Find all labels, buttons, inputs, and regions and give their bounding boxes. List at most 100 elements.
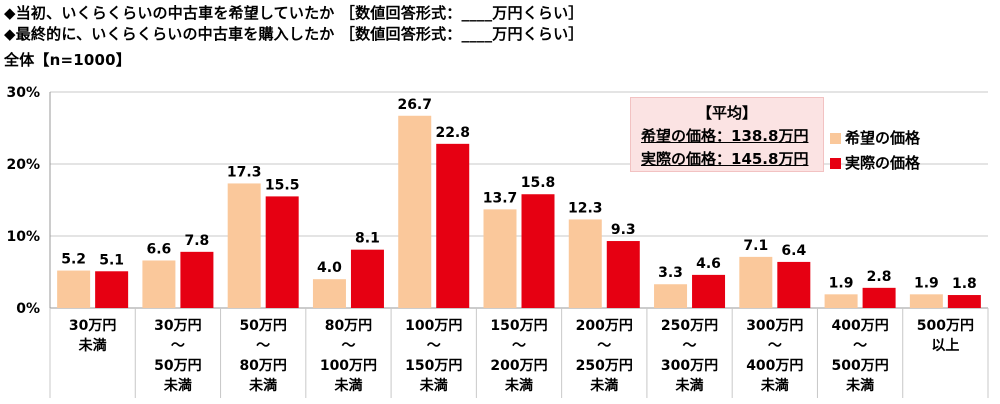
bar-actual — [521, 194, 555, 308]
x-category-label: 80万円 — [325, 318, 372, 334]
data-label-actual: 9.3 — [611, 222, 636, 238]
x-category-label: 500万円 — [831, 358, 888, 374]
x-category-label: 500万円 — [917, 318, 974, 334]
x-category-label: 未満 — [846, 377, 874, 394]
x-category-label: 30万円 — [69, 318, 116, 334]
y-tick-label: 10% — [6, 229, 40, 245]
x-category-label: 200万円 — [490, 358, 547, 374]
bar-actual — [265, 196, 299, 308]
x-category-label: 未満 — [79, 337, 107, 354]
x-category-label: 150万円 — [405, 358, 462, 374]
data-label-actual: 1.8 — [952, 276, 977, 292]
x-category-label: 150万円 — [490, 318, 547, 334]
x-category-label: 100万円 — [405, 318, 462, 334]
data-label-desired: 7.1 — [743, 238, 768, 254]
bar-desired — [312, 279, 346, 308]
x-category-label: 未満 — [420, 377, 448, 394]
bar-desired — [483, 209, 517, 308]
data-label-desired: 26.7 — [397, 97, 432, 113]
x-category-label: 30万円 — [154, 318, 201, 334]
data-label-desired: 3.3 — [658, 265, 683, 281]
legend-label-desired: 希望の価格 — [845, 129, 921, 147]
data-label-actual: 2.8 — [867, 269, 892, 285]
x-category-label: ～ — [853, 338, 867, 354]
bar-actual — [692, 274, 726, 308]
y-tick-label: 30% — [6, 85, 40, 101]
bar-actual — [947, 295, 981, 308]
data-label-desired: 17.3 — [227, 164, 262, 180]
x-category-label: 250万円 — [576, 358, 633, 374]
x-category-label: ～ — [683, 338, 697, 354]
bar-desired — [824, 294, 858, 308]
x-category-label: ～ — [512, 338, 526, 354]
data-label-desired: 6.6 — [147, 241, 172, 257]
legend-swatch-actual — [830, 158, 841, 169]
bar-actual — [350, 249, 384, 308]
legend-label-actual: 実際の価格 — [845, 154, 921, 172]
x-category-label: 未満 — [590, 377, 618, 394]
x-category-label: 未満 — [334, 377, 362, 394]
x-category-label: 以上 — [931, 338, 959, 354]
y-tick-label: 20% — [6, 157, 40, 173]
x-category-label: ～ — [256, 338, 270, 354]
x-category-label: 未満 — [505, 377, 533, 394]
legend-swatch-desired — [830, 133, 841, 144]
x-category-label: 未満 — [164, 377, 192, 394]
question-2-title: ◆最終的に、いくらくらいの中古車を購入したか ［数値回答形式：____万円くらい… — [4, 25, 584, 43]
x-category-label: ～ — [768, 338, 782, 354]
bar-actual — [436, 143, 470, 308]
bar-desired — [142, 260, 176, 308]
data-label-actual: 7.8 — [185, 233, 210, 249]
x-category-label: 300万円 — [746, 318, 803, 334]
data-label-actual: 4.6 — [696, 256, 721, 272]
y-tick-label: 0% — [16, 301, 40, 317]
bar-desired — [568, 219, 602, 308]
bar-actual — [777, 261, 811, 308]
bar-actual — [95, 271, 129, 308]
data-label-actual: 22.8 — [435, 125, 470, 141]
bar-desired — [57, 270, 91, 308]
x-category-label: 50万円 — [154, 358, 201, 374]
x-category-label: 400万円 — [746, 358, 803, 374]
x-category-label: 未満 — [761, 377, 789, 394]
data-label-desired: 1.9 — [829, 275, 854, 291]
data-label-desired: 5.2 — [61, 252, 86, 268]
bar-desired — [227, 183, 261, 308]
data-label-actual: 15.5 — [265, 177, 300, 193]
x-category-label: 250万円 — [661, 318, 718, 334]
x-category-label: 100万円 — [320, 358, 377, 374]
x-category-label: 300万円 — [661, 358, 718, 374]
legend-desired: 希望の価格 — [830, 127, 920, 148]
x-category-label: 200万円 — [576, 318, 633, 334]
x-category-label: 未満 — [249, 377, 277, 394]
bar-desired — [909, 294, 943, 308]
data-label-desired: 13.7 — [483, 190, 518, 206]
bar-desired — [739, 256, 773, 308]
data-label-actual: 6.4 — [781, 243, 806, 259]
data-label-actual: 5.1 — [99, 252, 124, 268]
x-category-label: 未満 — [676, 377, 704, 394]
bar-desired — [398, 115, 432, 308]
legend-actual: 実際の価格 — [830, 152, 920, 173]
average-title: 【平均】 — [696, 104, 757, 122]
bar-actual — [862, 287, 896, 308]
sample-base-label: 全体【n=1000】 — [4, 51, 131, 69]
data-label-desired: 1.9 — [914, 275, 939, 291]
x-category-label: ～ — [427, 338, 441, 354]
data-label-desired: 12.3 — [568, 200, 603, 216]
question-1-title: ◆当初、いくらくらいの中古車を希望していたか ［数値回答形式：____万円くらい… — [4, 4, 584, 22]
x-category-label: 50万円 — [239, 318, 286, 334]
bar-actual — [606, 241, 640, 308]
bar-desired — [654, 284, 688, 308]
data-label-actual: 8.1 — [355, 231, 380, 247]
x-category-label: ～ — [597, 338, 611, 354]
average-desired-price: 希望の価格：138.8万円 — [641, 127, 809, 145]
data-label-actual: 15.8 — [521, 175, 556, 191]
average-actual-price: 実際の価格：145.8万円 — [641, 150, 809, 168]
bar-actual — [180, 251, 214, 308]
x-category-label: 400万円 — [831, 318, 888, 334]
data-label-desired: 4.0 — [317, 260, 342, 276]
x-category-label: 80万円 — [239, 358, 286, 374]
x-category-label: ～ — [341, 338, 355, 354]
